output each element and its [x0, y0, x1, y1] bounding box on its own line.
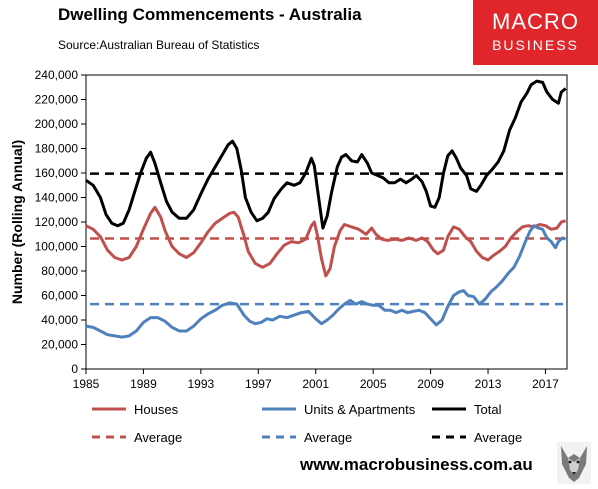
y-tick-label: 40,000 [41, 313, 78, 327]
y-tick-label: 140,000 [35, 191, 79, 205]
y-tick-label: 180,000 [35, 142, 79, 156]
legend-label: Average [474, 430, 522, 445]
legend-label: Houses [134, 402, 179, 417]
units-series-line [85, 224, 567, 339]
x-tick-label: 1985 [73, 377, 100, 391]
logo-line-1: MACRO [492, 9, 579, 34]
x-tick-label: 1993 [188, 377, 215, 391]
y-tick-label: 0 [71, 362, 78, 376]
y-tick-label: 120,000 [35, 215, 79, 229]
y-tick-label: 200,000 [35, 117, 79, 131]
x-tick-label: 2009 [417, 377, 444, 391]
y-tick-label: 160,000 [35, 166, 79, 180]
chart-title: Dwelling Commencements - Australia [58, 5, 362, 24]
x-tick-label: 1997 [245, 377, 272, 391]
x-tick-label: 2013 [475, 377, 502, 391]
y-tick-label: 220,000 [35, 93, 79, 107]
wolf-logo-icon [557, 442, 591, 484]
y-tick-label: 240,000 [35, 68, 79, 82]
x-tick-label: 2017 [532, 377, 559, 391]
source-note: Source:Australian Bureau of Statistics [58, 38, 260, 52]
legend-label: Total [474, 402, 502, 417]
legend-label: Units & Apartments [304, 402, 416, 417]
macrobusiness-logo: MACRO BUSINESS [473, 0, 598, 65]
legend-label: Average [304, 430, 352, 445]
y-tick-label: 20,000 [41, 338, 78, 352]
logo-line-2: BUSINESS [492, 37, 579, 53]
x-tick-label: 2005 [360, 377, 387, 391]
y-tick-label: 60,000 [41, 289, 78, 303]
legend-label: Average [134, 430, 182, 445]
y-tick-label: 100,000 [35, 240, 79, 254]
houses-series-line [85, 205, 567, 278]
y-tick-label: 80,000 [41, 264, 78, 278]
x-tick-label: 1989 [130, 377, 157, 391]
y-axis-label: Number (Rolling Annual) [9, 140, 25, 304]
total-series-line [85, 79, 567, 230]
footer-url: www.macrobusiness.com.au [300, 455, 533, 474]
x-tick-label: 2001 [302, 377, 329, 391]
